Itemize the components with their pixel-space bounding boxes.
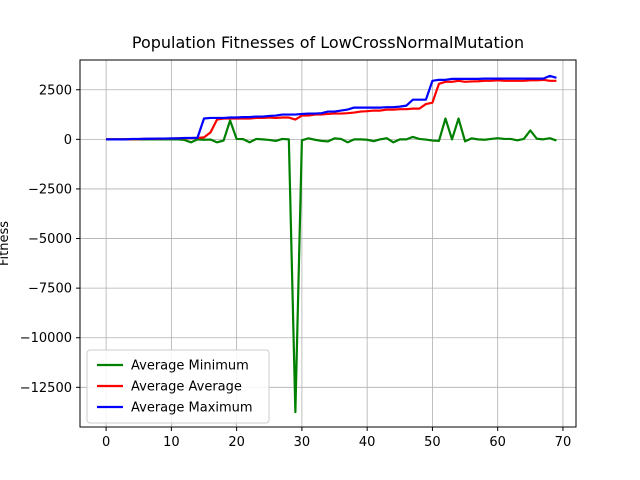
x-tick-label: 60 — [489, 435, 506, 450]
y-axis-label: Fitness — [0, 221, 12, 266]
legend-box — [86, 349, 270, 424]
y-tick-label: 2500 — [39, 83, 72, 98]
x-tick-label: 10 — [163, 435, 180, 450]
x-tick-label: 0 — [102, 435, 110, 450]
legend-label: Average Average — [131, 380, 242, 395]
x-tick-label: 30 — [294, 435, 311, 450]
y-tick-label: −7500 — [28, 282, 72, 297]
series-lines — [106, 74, 557, 414]
plot-frame — [79, 59, 577, 428]
series-line-average-minimum — [106, 117, 557, 414]
y-tick-label: −5000 — [28, 232, 72, 247]
x-tick-label: 50 — [424, 435, 441, 450]
x-tick-label: 40 — [359, 435, 376, 450]
y-tick-label: −2500 — [28, 182, 72, 197]
y-tick-label: 0 — [64, 133, 72, 148]
chart-title: Population Fitnesses of LowCrossNormalMu… — [132, 33, 524, 52]
x-tick-label: 20 — [228, 435, 245, 450]
legend: Average Minimum Average Average Average Ma… — [86, 349, 270, 424]
legend-label: Average Minimum — [131, 359, 249, 374]
legend-label: Average Maximum — [131, 401, 253, 416]
x-tick-label: 70 — [555, 435, 572, 450]
x-axis: 0 10 20 30 40 50 60 70 — [102, 427, 571, 450]
y-tick-label: −12500 — [20, 381, 72, 396]
series-line-average-maximum — [106, 74, 557, 141]
y-axis: −12500 −10000 −7500 −5000 −2500 0 2500 — [20, 83, 80, 396]
y-tick-label: −10000 — [20, 331, 72, 346]
